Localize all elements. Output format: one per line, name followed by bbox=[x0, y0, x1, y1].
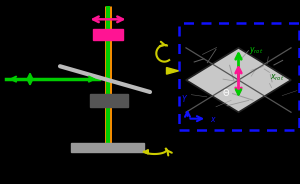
Text: $\Theta$: $\Theta$ bbox=[222, 86, 231, 98]
Bar bbox=[93, 29, 123, 40]
Polygon shape bbox=[186, 48, 291, 112]
Polygon shape bbox=[144, 150, 148, 154]
Text: $y_{rot}$: $y_{rot}$ bbox=[249, 45, 263, 56]
Bar bbox=[178, 23, 298, 130]
Polygon shape bbox=[167, 68, 178, 74]
Bar bbox=[90, 94, 128, 107]
Text: Y: Y bbox=[181, 95, 186, 104]
Text: x: x bbox=[211, 115, 215, 124]
Bar bbox=[70, 143, 144, 152]
Text: $x_{rot}$: $x_{rot}$ bbox=[270, 73, 284, 84]
